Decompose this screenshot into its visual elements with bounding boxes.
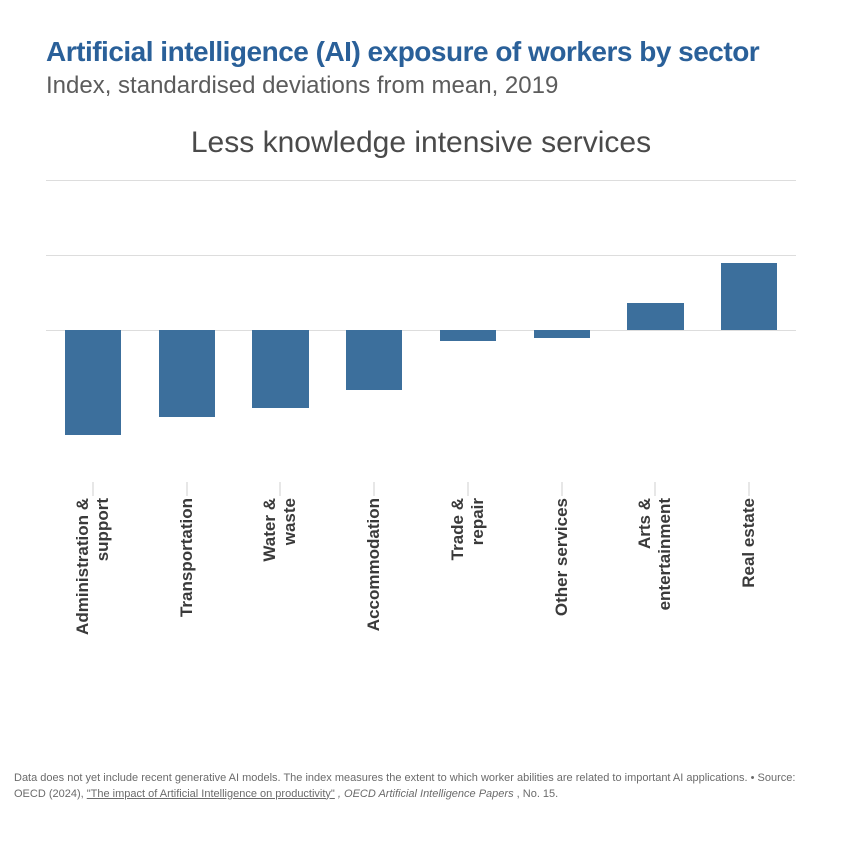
x-label-slot: Water &waste [234, 498, 328, 688]
x-tick [561, 482, 562, 496]
x-axis-label: Water &waste [260, 498, 300, 562]
x-label-slot: Real estate [702, 498, 796, 688]
bar [440, 330, 496, 341]
x-axis-label: Other services [552, 498, 572, 616]
x-axis-label: Administration &support [73, 498, 113, 635]
footer-publication: , OECD Artificial Intelligence Papers [338, 788, 514, 800]
plot-canvas [46, 180, 796, 480]
footer-suffix: , No. 15. [517, 788, 559, 800]
bar [346, 330, 402, 390]
plot-area: Administration &support Transportation Wat… [46, 180, 796, 688]
footer-source-link[interactable]: "The impact of Artificial Intelligence o… [87, 788, 335, 800]
bar [65, 330, 121, 435]
x-tick [186, 482, 187, 496]
page-subtitle: Index, standardised deviations from mean… [46, 72, 796, 100]
x-label-slot: Transportation [140, 498, 234, 688]
x-axis-label: Arts &entertainment [635, 498, 675, 610]
chart-container: Artificial intelligence (AI) exposure of… [46, 36, 796, 688]
page-title: Artificial intelligence (AI) exposure of… [46, 36, 796, 68]
bar [252, 330, 308, 408]
bar [627, 303, 683, 330]
grid-line [46, 180, 796, 181]
bar [159, 330, 215, 417]
x-tick [749, 482, 750, 496]
x-axis-labels: Administration &support Transportation Wat… [46, 498, 796, 688]
x-label-slot: Other services [515, 498, 609, 688]
grid-line [46, 255, 796, 256]
x-axis-label: Accommodation [364, 498, 384, 631]
bar [721, 263, 777, 331]
x-tick [280, 482, 281, 496]
bar [534, 330, 590, 338]
x-tick [467, 482, 468, 496]
x-tick [374, 482, 375, 496]
x-label-slot: Arts &entertainment [609, 498, 703, 688]
x-label-slot: Administration &support [46, 498, 140, 688]
chart-footer: Data does not yet include recent generat… [14, 771, 828, 802]
x-axis-label: Real estate [739, 498, 759, 588]
x-axis-label: Trade &repair [448, 498, 488, 560]
x-tick [92, 482, 93, 496]
x-axis-label: Transportation [177, 498, 197, 617]
x-tick [655, 482, 656, 496]
x-label-slot: Accommodation [327, 498, 421, 688]
chart-section-title: Less knowledge intensive services [46, 126, 796, 160]
x-label-slot: Trade &repair [421, 498, 515, 688]
